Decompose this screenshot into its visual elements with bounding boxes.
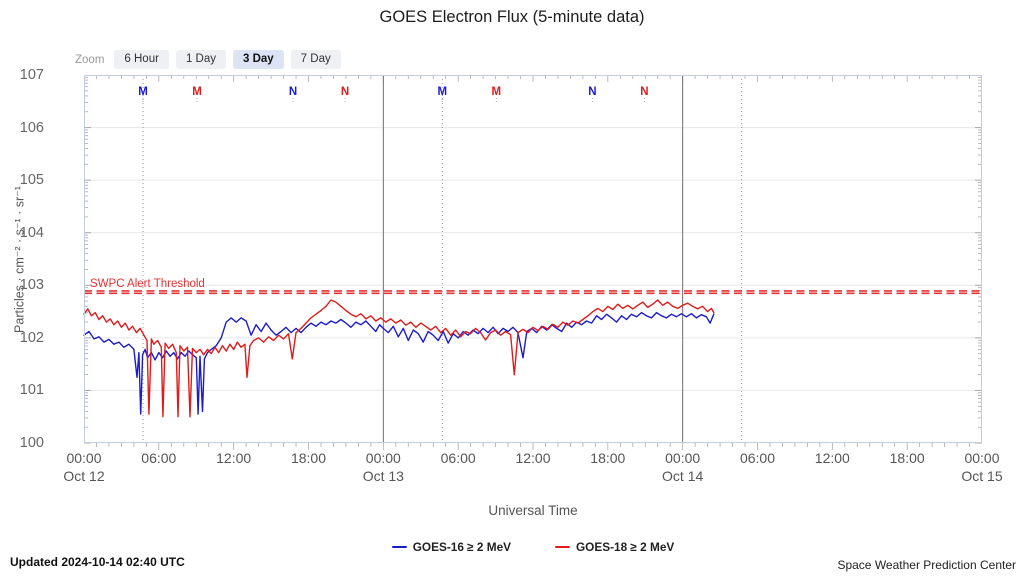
series-line-goes18 <box>83 299 715 418</box>
x-date-label: Oct 14 <box>662 468 704 484</box>
y-tick-label: 105 <box>19 172 44 189</box>
x-date-label: Oct 15 <box>961 468 1003 484</box>
satellite-marker-m: M <box>138 86 148 98</box>
x-tick-label: 00:00 <box>964 450 1000 466</box>
zoom-6hour-button[interactable]: 6 Hour <box>114 49 169 70</box>
satellite-marker-n: N <box>341 86 349 98</box>
satellite-marker-m: M <box>192 86 202 98</box>
x-tick-label: 06:00 <box>440 450 476 466</box>
x-tick-label: 00:00 <box>66 450 102 466</box>
updated-timestamp: Updated 2024-10-14 02:40 UTC <box>10 555 185 569</box>
goes16-legend-dash-icon <box>391 545 407 549</box>
threshold-label: SWPC Alert Threshold <box>90 278 205 290</box>
zoom-controls: Zoom 6 Hour 1 Day 3 Day 7 Day <box>75 49 341 70</box>
x-tick-label: 12:00 <box>515 450 551 466</box>
goes18-legend-dash-icon <box>555 545 570 549</box>
y-tick-label: 102 <box>19 329 44 346</box>
x-tick-label: 06:00 <box>141 450 177 466</box>
plot-area[interactable]: SWPC Alert Threshold M M N N M M N N <box>83 75 982 450</box>
legend-item-goes18[interactable]: GOES-18 ≥ 2 MeV <box>555 540 674 554</box>
chart-title: GOES Electron Flux (5-minute data) <box>379 8 645 26</box>
swpc-credit: Space Weather Prediction Center <box>837 558 1016 572</box>
x-tick-label: 12:00 <box>216 450 252 466</box>
goes18-legend-label: GOES-18 ≥ 2 MeV <box>576 540 675 554</box>
satellite-marker-m: M <box>492 86 502 98</box>
x-tick-label: 18:00 <box>889 450 925 466</box>
x-axis-title: Universal Time <box>488 503 578 518</box>
zoom-3day-button[interactable]: 3 Day <box>232 49 284 70</box>
x-tick-label: 06:00 <box>739 450 776 466</box>
satellite-marker-m: M <box>438 86 448 98</box>
zoom-1day-button[interactable]: 1 Day <box>175 49 226 70</box>
goes16-legend-label: GOES-16 ≥ 2 MeV <box>412 540 511 554</box>
y-tick-label: 103 <box>19 277 44 294</box>
x-date-label: Oct 13 <box>362 468 404 484</box>
zoom-7day-button[interactable]: 7 Day <box>290 49 341 70</box>
y-tick-label: 104 <box>19 224 44 241</box>
x-tick-label: 18:00 <box>290 450 327 466</box>
series-line-goes16 <box>83 311 715 415</box>
satellite-marker-n: N <box>640 86 648 98</box>
y-tick-label: 101 <box>19 382 44 399</box>
satellite-marker-n: N <box>289 86 297 98</box>
x-date-label: Oct 12 <box>63 468 105 484</box>
x-tick-label: 00:00 <box>365 450 401 466</box>
satellite-marker-n: N <box>588 86 596 98</box>
y-tick-label: 106 <box>19 119 44 136</box>
legend: GOES-16 ≥ 2 MeV GOES-18 ≥ 2 MeV <box>84 540 982 554</box>
x-tick-label: 18:00 <box>590 450 626 466</box>
y-tick-label: 100 <box>19 435 44 451</box>
y-tick-label: 107 <box>19 67 44 83</box>
x-tick-label: 00:00 <box>665 450 701 466</box>
zoom-label: Zoom <box>75 53 105 66</box>
x-tick-label: 12:00 <box>814 450 850 466</box>
legend-item-goes16[interactable]: GOES-16 ≥ 2 MeV <box>391 540 511 554</box>
